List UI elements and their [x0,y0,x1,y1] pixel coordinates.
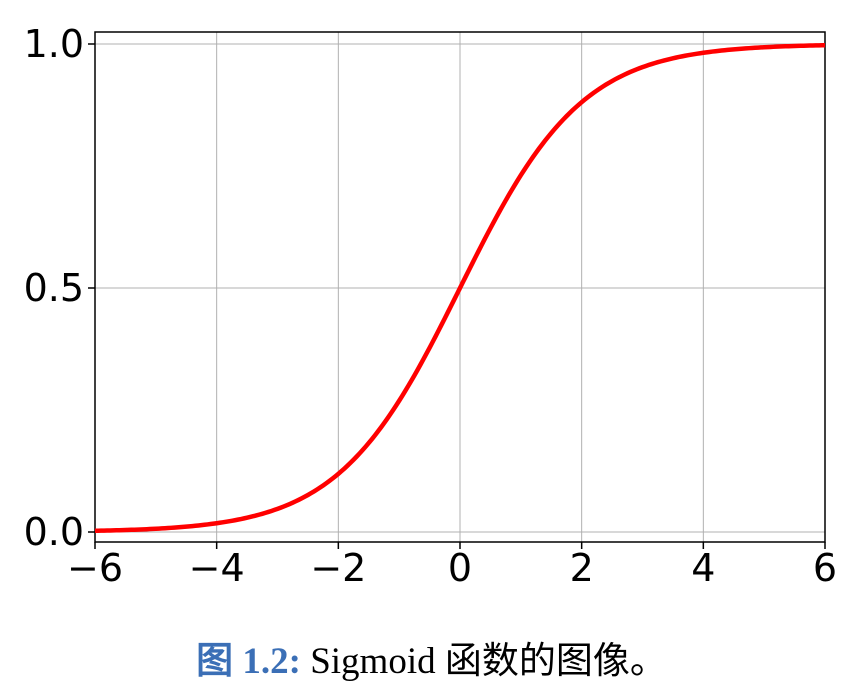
x-tick-label: 2 [570,546,594,590]
y-tick-label: 1.0 [24,22,84,66]
x-ticks: −6 −4 −2 0 2 4 6 [67,542,837,590]
y-tick-label: 0.0 [24,510,84,554]
sigmoid-chart: −6 −4 −2 0 2 4 6 0.0 0.5 1.0 [24,22,838,590]
y-ticks: 0.0 0.5 1.0 [24,22,95,554]
x-tick-label: −6 [67,546,123,590]
x-tick-label: 6 [813,546,837,590]
y-tick-label: 0.5 [24,266,84,310]
sigmoid-curve [94,42,826,534]
caption-text: Sigmoid 函数的图像。 [310,641,667,682]
x-tick-label: −4 [189,546,245,590]
x-tick-label: 0 [448,546,472,590]
x-tick-label: 4 [691,546,715,590]
x-tick-label: −2 [310,546,366,590]
figure-caption: 图 1.2: Sigmoid 函数的图像。 [0,630,863,684]
caption-label: 图 1.2: [196,641,301,682]
